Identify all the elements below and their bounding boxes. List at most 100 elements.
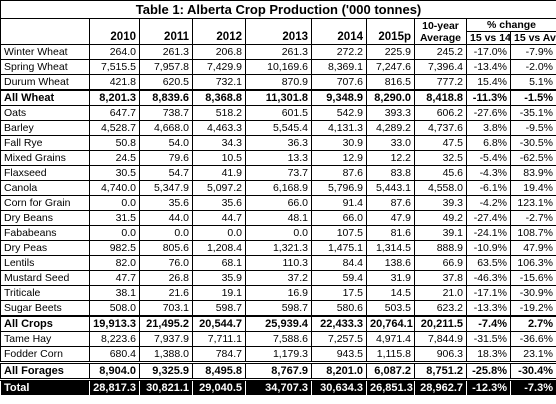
cell: 39.1 <box>414 225 467 241</box>
change-subheader: 15 vs 14 <box>466 31 511 45</box>
cell: 2.7% <box>509 315 556 332</box>
cell: 54.0 <box>139 135 193 151</box>
cell: 33.0 <box>366 135 415 151</box>
cell: 4,740.0 <box>89 180 140 196</box>
table-row: Canola 4,740.0 5,347.9 5,097.2 6,168.9 5,796.… <box>0 180 556 196</box>
table-row: All Crops 19,913.3 21,495.2 20,544.7 25,939.… <box>0 315 556 332</box>
row-label: Flaxseed <box>0 165 90 181</box>
average-header-line: 10-year <box>422 20 459 32</box>
row-label: Triticale <box>0 285 90 301</box>
cell: 805.6 <box>139 240 193 256</box>
cell: 32.5 <box>414 150 467 166</box>
cell: -12.3% <box>466 378 511 396</box>
cell: 5,545.4 <box>245 120 312 136</box>
cell: 15.4% <box>466 74 511 91</box>
table-row: Spring Wheat 7,515.5 7,957.8 7,429.9 10,169.… <box>0 59 556 75</box>
cell: 16.9 <box>245 285 312 301</box>
cell: 888.9 <box>414 240 467 256</box>
cell: 44.7 <box>192 210 246 226</box>
cell: 108.7% <box>509 225 556 241</box>
cell: 8,767.9 <box>245 361 312 380</box>
cell: 29,040.5 <box>192 378 246 396</box>
cell: 8,751.2 <box>414 361 467 380</box>
table-row: Winter Wheat 264.0 261.3 206.8 261.3 272.2 225… <box>0 44 556 60</box>
row-label: Sugar Beets <box>0 300 90 317</box>
cell: 18.3% <box>466 346 511 363</box>
cell: 23.1% <box>509 346 556 363</box>
cell: 21.6 <box>139 285 193 301</box>
cell: 5.1% <box>509 74 556 91</box>
cell: 35.6 <box>139 195 193 211</box>
cell: 20,211.5 <box>414 315 467 332</box>
year-header: 2010 <box>89 18 140 45</box>
cell: 503.5 <box>366 300 415 317</box>
year-header: 2014 <box>311 18 367 45</box>
table-row: Fababeans 0.0 0.0 0.0 0.0 107.5 81.6 39.1 -24.1%… <box>0 225 556 241</box>
cell: 5,097.2 <box>192 180 246 196</box>
row-label: Corn for Grain <box>0 195 90 211</box>
row-label: All Forages <box>0 361 90 380</box>
cell: 20,764.1 <box>366 315 415 332</box>
cell: -25.8% <box>466 361 511 380</box>
cell: -5.4% <box>466 150 511 166</box>
cell: 1,321.3 <box>245 240 312 256</box>
row-label: Dry Beans <box>0 210 90 226</box>
cell: 48.1 <box>245 210 312 226</box>
cell: 518.2 <box>192 105 246 121</box>
cell: -46.3% <box>466 270 511 286</box>
table-row: Total 28,817.3 30,821.1 29,040.5 34,707.3 30,… <box>0 378 556 396</box>
cell: 34,707.3 <box>245 378 312 396</box>
table-row: All Forages 8,904.0 9,325.9 8,495.8 8,767.9 8… <box>0 361 556 380</box>
cell: 31.9 <box>366 270 415 286</box>
row-label: Canola <box>0 180 90 196</box>
cell: 21.0 <box>414 285 467 301</box>
table-title: Table 1: Alberta Crop Production ('000 t… <box>0 0 556 19</box>
cell: 7,937.9 <box>139 331 193 347</box>
cell: 982.5 <box>89 240 140 256</box>
cell: 8,201.3 <box>89 89 140 106</box>
cell: 8,290.0 <box>366 89 415 106</box>
cell: 508.0 <box>89 300 140 317</box>
cell: 81.6 <box>366 225 415 241</box>
cell: 30.5 <box>89 165 140 181</box>
cell: -7.9% <box>509 44 556 60</box>
row-label: Fodder Corn <box>0 346 90 363</box>
cell: 87.6 <box>366 195 415 211</box>
cell: 19.4% <box>509 180 556 196</box>
cell: 0.0 <box>245 225 312 241</box>
cell: 37.8 <box>414 270 467 286</box>
cell: 647.7 <box>89 105 140 121</box>
cell: 66.0 <box>311 210 367 226</box>
cell: -27.6% <box>466 105 511 121</box>
table-row: All Wheat 8,201.3 8,839.6 8,368.8 11,301.8 9,… <box>0 89 556 106</box>
cell: 63.5% <box>466 255 511 271</box>
cell: 28,962.7 <box>414 378 467 396</box>
row-label: Barley <box>0 120 90 136</box>
average-header: 10-year Average <box>414 18 467 45</box>
cell: 598.7 <box>245 300 312 317</box>
cell: 7,711.1 <box>192 331 246 347</box>
cell: -17.0% <box>466 44 511 60</box>
cell: 47.7 <box>89 270 140 286</box>
cell: 8,223.6 <box>89 331 140 347</box>
year-header: 2012 <box>192 18 246 45</box>
cell: 4,668.0 <box>139 120 193 136</box>
cell: 106.3% <box>509 255 556 271</box>
cell: 703.1 <box>139 300 193 317</box>
cell: -30.4% <box>509 361 556 380</box>
cell: -30.9% <box>509 285 556 301</box>
cell: 6,087.2 <box>366 361 415 380</box>
cell: 606.2 <box>414 105 467 121</box>
cell: 8,904.0 <box>89 361 140 380</box>
cell: 49.2 <box>414 210 467 226</box>
cell: 542.9 <box>311 105 367 121</box>
year-header: 2015p <box>366 18 415 45</box>
cell: 110.3 <box>245 255 312 271</box>
cell: 20,544.7 <box>192 315 246 332</box>
cell: 22,433.3 <box>311 315 367 332</box>
cell: 601.5 <box>245 105 312 121</box>
cell: 4,971.4 <box>366 331 415 347</box>
cell: 777.2 <box>414 74 467 91</box>
cell: 50.8 <box>89 135 140 151</box>
